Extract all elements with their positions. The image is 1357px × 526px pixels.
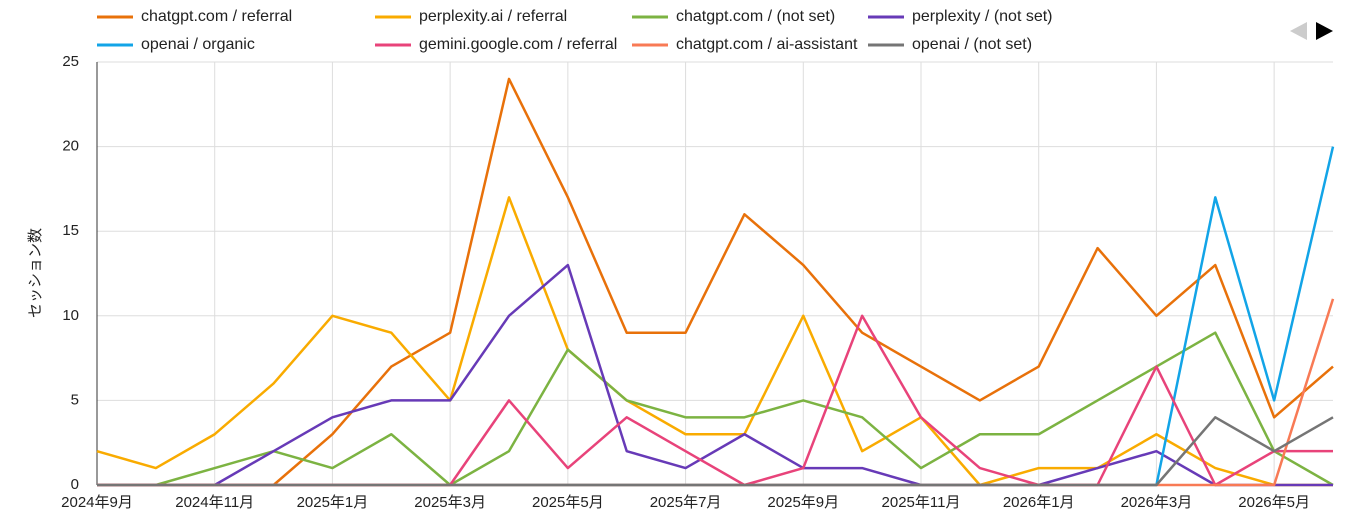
next-page[interactable] <box>1316 22 1333 40</box>
y-tick-label: 0 <box>71 476 79 493</box>
x-tick-label: 2025年7月 <box>650 494 722 511</box>
y-tick-label: 20 <box>62 138 79 155</box>
y-tick-label: 25 <box>62 53 79 70</box>
x-tick-label: 2025年11月 <box>882 494 961 511</box>
series-line <box>97 298 1335 487</box>
y-tick-label: 5 <box>71 391 79 408</box>
y-tick-label: 10 <box>62 307 79 324</box>
x-tick-label: 2025年3月 <box>414 494 486 511</box>
legend-label: perplexity.ai / referral <box>419 8 567 25</box>
legend-label: chatgpt.com / ai-assistant <box>676 36 858 53</box>
series-line <box>97 331 1334 487</box>
legend-label: gemini.google.com / referral <box>419 36 617 53</box>
legend-label: openai / organic <box>141 36 255 53</box>
series-line <box>97 416 1334 487</box>
y-tick-label: 15 <box>62 222 79 239</box>
x-tick-label: 2026年1月 <box>1003 494 1075 511</box>
series-line <box>97 77 1334 487</box>
series-line <box>97 263 1333 487</box>
x-tick-label: 2025年9月 <box>767 494 839 511</box>
legend-label: chatgpt.com / referral <box>141 8 292 25</box>
prev-page[interactable] <box>1290 22 1307 40</box>
series-line <box>96 196 1333 487</box>
x-tick-label: 2024年11月 <box>175 494 254 511</box>
x-tick-label: 2026年3月 <box>1121 494 1193 511</box>
x-tick-label: 2025年1月 <box>297 494 369 511</box>
legend-label: openai / (not set) <box>912 36 1032 53</box>
x-tick-label: 2024年9月 <box>61 494 133 511</box>
x-tick-label: 2025年5月 <box>532 494 604 511</box>
legend-label: chatgpt.com / (not set) <box>676 8 835 25</box>
legend-label: perplexity / (not set) <box>912 8 1053 25</box>
x-tick-label: 2026年5月 <box>1238 494 1310 511</box>
y-axis-label: セッション数 <box>27 228 44 318</box>
